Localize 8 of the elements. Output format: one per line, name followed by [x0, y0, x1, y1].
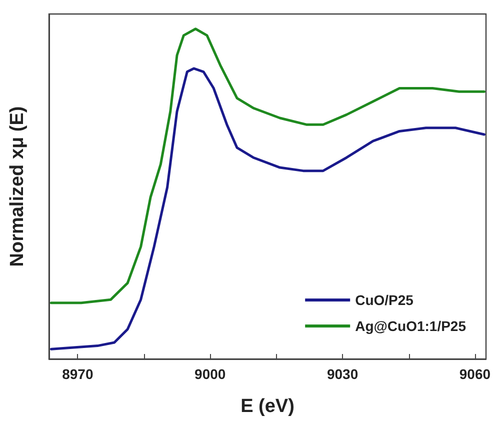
legend-label: CuO/P25	[355, 292, 414, 308]
x-tick-label: 9030	[326, 366, 358, 382]
x-tick-label: 8970	[62, 366, 94, 382]
x-axis-title: E (eV)	[240, 396, 294, 417]
x-tick-label: 9060	[459, 366, 491, 382]
x-tick-label: 9000	[194, 366, 226, 382]
y-axis-title: Normalized xμ (E)	[7, 106, 28, 267]
legend-label: Ag@CuO1:1/P25	[355, 318, 466, 334]
